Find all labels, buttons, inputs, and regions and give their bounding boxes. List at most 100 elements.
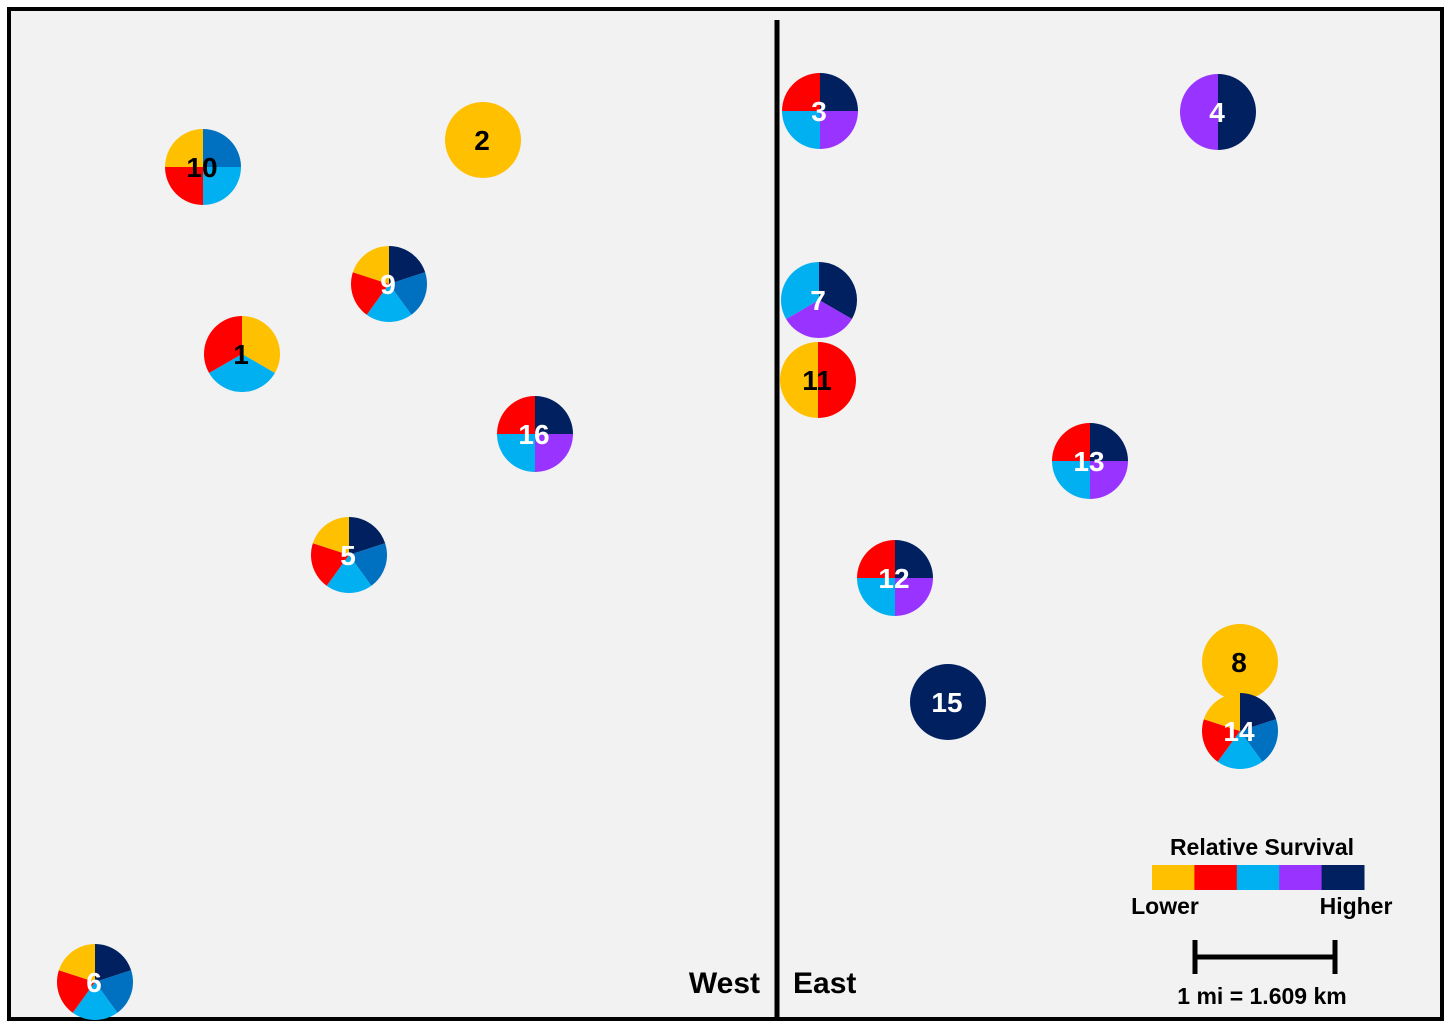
site-6-slice-gold bbox=[58, 944, 95, 982]
site-1-pie: 1 bbox=[204, 316, 280, 392]
site-11-label: 11 bbox=[802, 365, 832, 396]
site-5-slice-red bbox=[310, 543, 349, 586]
legend-title: Relative Survival bbox=[1170, 834, 1354, 860]
site-7-slice-navy bbox=[819, 262, 858, 319]
site-14-label: 14 bbox=[1223, 716, 1255, 747]
site-5-slice-gold bbox=[312, 517, 349, 555]
site-6-pie: 6 bbox=[56, 944, 134, 1021]
site-6-slice-blue bbox=[95, 970, 134, 1013]
site-16-pie: 16 bbox=[497, 396, 573, 472]
site-14-slice-red bbox=[1202, 719, 1240, 762]
site-3-pie: 3 bbox=[782, 73, 858, 149]
site-4-pie: 4 bbox=[1180, 74, 1256, 150]
site-13-slice-purple bbox=[1090, 461, 1128, 499]
site-1-slice-gold bbox=[242, 316, 280, 373]
site-12-slice-sky bbox=[857, 578, 895, 616]
site-5-label: 5 bbox=[340, 540, 356, 571]
site-15-slice-navy bbox=[910, 664, 986, 740]
site-5-slice-blue bbox=[349, 543, 387, 586]
scale-bar: 1 mi = 1.609 km bbox=[1177, 940, 1347, 1009]
site-9-slice-sky bbox=[366, 284, 412, 323]
site-11-pie: 11 bbox=[780, 342, 856, 418]
site-10-slice-sky bbox=[203, 167, 241, 205]
scale-bar-label: 1 mi = 1.609 km bbox=[1177, 983, 1346, 1009]
site-3-slice-red bbox=[782, 73, 820, 111]
site-12-slice-purple bbox=[895, 578, 933, 616]
site-15-pie: 15 bbox=[910, 664, 986, 740]
site-3-slice-purple bbox=[820, 111, 858, 149]
legend-swatch-gold bbox=[1152, 865, 1195, 890]
site-5-slice-sky bbox=[326, 555, 372, 594]
site-7-label: 7 bbox=[810, 285, 826, 316]
site-1-label: 1 bbox=[233, 339, 249, 370]
legend: Relative Survival Lower Higher bbox=[1131, 834, 1392, 919]
site-12-slice-navy bbox=[895, 540, 933, 578]
site-9-slice-red bbox=[351, 272, 389, 315]
site-5-pie: 5 bbox=[310, 517, 387, 594]
legend-swatch-sky bbox=[1236, 865, 1280, 890]
site-13-slice-red bbox=[1052, 423, 1090, 461]
site-10-pie: 10 bbox=[165, 129, 241, 205]
site-3-slice-navy bbox=[820, 73, 858, 111]
site-8-pie: 8 bbox=[1202, 624, 1278, 700]
site-11-slice-gold bbox=[780, 342, 818, 418]
site-16-slice-purple bbox=[535, 434, 573, 472]
site-12-slice-red bbox=[857, 540, 895, 578]
site-6-slice-navy bbox=[95, 944, 132, 982]
site-13-pie: 13 bbox=[1052, 423, 1128, 499]
legend-swatch-red bbox=[1194, 865, 1238, 890]
site-4-slice-purple bbox=[1180, 74, 1218, 150]
site-9-label: 9 bbox=[380, 269, 396, 300]
site-10-slice-blue bbox=[203, 129, 241, 167]
site-1-slice-red bbox=[204, 316, 242, 373]
site-8-slice-gold bbox=[1202, 624, 1278, 700]
site-12-label: 12 bbox=[878, 563, 909, 594]
site-10-slice-red bbox=[165, 167, 203, 205]
legend-swatch-purple bbox=[1279, 865, 1323, 890]
site-14-slice-navy bbox=[1240, 693, 1277, 731]
site-14-slice-gold bbox=[1203, 693, 1240, 731]
site-3-label: 3 bbox=[811, 96, 827, 127]
site-11-slice-red bbox=[818, 342, 856, 418]
legend-swatch-navy bbox=[1321, 865, 1365, 890]
site-14-slice-sky bbox=[1217, 731, 1263, 770]
site-12-pie: 12 bbox=[857, 540, 933, 616]
site-16-slice-sky bbox=[497, 434, 535, 472]
site-9-pie: 9 bbox=[351, 246, 428, 323]
site-8-label: 8 bbox=[1231, 647, 1247, 678]
legend-higher-label: Higher bbox=[1320, 893, 1393, 919]
site-3-slice-sky bbox=[782, 111, 820, 149]
legend-lower-label: Lower bbox=[1131, 893, 1199, 919]
site-7-pie: 7 bbox=[781, 262, 858, 338]
site-16-slice-navy bbox=[535, 396, 573, 434]
site-13-slice-sky bbox=[1052, 461, 1090, 499]
site-5-slice-navy bbox=[349, 517, 386, 555]
site-6-slice-sky bbox=[72, 982, 118, 1021]
site-13-label: 13 bbox=[1073, 446, 1104, 477]
site-7-slice-sky bbox=[781, 262, 819, 319]
site-15-label: 15 bbox=[931, 687, 962, 718]
site-9-slice-navy bbox=[389, 246, 426, 284]
legend-color-scale bbox=[1152, 865, 1365, 890]
site-14-pie: 14 bbox=[1202, 693, 1278, 770]
site-4-label: 4 bbox=[1209, 97, 1225, 128]
east-region-label: East bbox=[793, 967, 856, 1000]
site-10-slice-gold bbox=[165, 129, 203, 167]
site-2-slice-gold bbox=[445, 102, 521, 178]
site-16-slice-red bbox=[497, 396, 535, 434]
west-region-label: West bbox=[689, 967, 760, 1000]
site-16-label: 16 bbox=[518, 419, 549, 450]
site-13-slice-navy bbox=[1090, 423, 1128, 461]
site-2-pie: 2 bbox=[445, 102, 521, 178]
site-4-slice-navy bbox=[1218, 74, 1256, 150]
site-2-label: 2 bbox=[474, 125, 490, 156]
site-10-label: 10 bbox=[186, 152, 217, 183]
site-6-slice-red bbox=[56, 970, 95, 1013]
site-14-slice-blue bbox=[1240, 719, 1278, 762]
site-9-slice-blue bbox=[389, 272, 428, 315]
map-frame bbox=[7, 7, 1444, 1021]
site-9-slice-gold bbox=[352, 246, 389, 284]
site-6-label: 6 bbox=[86, 967, 102, 998]
